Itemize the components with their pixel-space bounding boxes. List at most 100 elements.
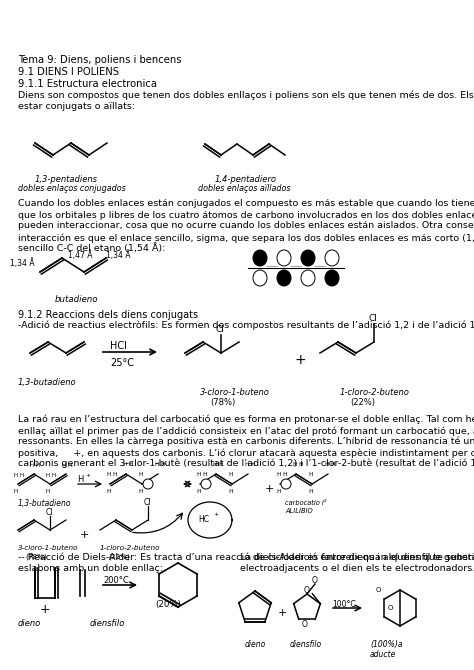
Text: H: H [20, 473, 24, 478]
Text: H: H [77, 475, 83, 484]
Text: 1,3-pentadiens: 1,3-pentadiens [35, 175, 98, 184]
Text: 1,3-butadieno: 1,3-butadieno [18, 378, 77, 387]
Text: +: + [40, 603, 51, 616]
Text: H: H [276, 472, 281, 477]
Text: H: H [160, 462, 164, 467]
Text: +: + [295, 353, 307, 367]
Text: H: H [46, 473, 50, 478]
Text: O: O [387, 605, 393, 611]
Ellipse shape [325, 250, 339, 266]
Text: sencillo C-C del etano (1,54 Å):: sencillo C-C del etano (1,54 Å): [18, 243, 165, 253]
Ellipse shape [277, 270, 291, 286]
Text: aducte: aducte [370, 650, 396, 659]
Text: pueden interaccionar, cosa que no ocurre cuando los dobles enlaces están aislado: pueden interaccionar, cosa que no ocurre… [18, 221, 474, 230]
Text: H: H [138, 489, 143, 494]
Ellipse shape [253, 270, 267, 286]
Text: La raó rau en l’estructura del carbocatió que es forma en protonar-se el doble e: La raó rau en l’estructura del carbocati… [18, 415, 474, 425]
Text: O: O [303, 586, 309, 595]
Ellipse shape [253, 250, 267, 266]
Text: (78%): (78%) [25, 553, 47, 559]
Text: +: + [85, 473, 90, 478]
Text: +: + [278, 608, 287, 618]
Circle shape [281, 479, 291, 489]
Text: H: H [154, 462, 158, 467]
Text: interacción es que el enlace sencillo, sigma, que separa los dos dobles enlaces : interacción es que el enlace sencillo, s… [18, 232, 474, 243]
Text: +: + [283, 480, 288, 485]
Text: diensfilo: diensfilo [90, 619, 126, 628]
Text: H: H [324, 462, 328, 467]
Text: +: + [80, 530, 90, 540]
Circle shape [201, 479, 211, 489]
Text: 100°C: 100°C [332, 600, 356, 609]
Text: +: + [203, 480, 208, 485]
Text: diensfilo: diensfilo [290, 640, 322, 649]
Text: HC: HC [198, 515, 209, 524]
Text: eslabons amb un doble enllaç:: eslabons amb un doble enllaç: [18, 564, 163, 573]
Text: Diens son compostos que tenen dos dobles enllaços i poliens son els que tenen mé: Diens son compostos que tenen dos dobles… [18, 91, 474, 100]
Text: H: H [196, 472, 201, 477]
Text: H: H [112, 472, 117, 477]
Text: O: O [302, 620, 308, 629]
Text: H: H [228, 472, 233, 477]
Text: H: H [122, 462, 127, 467]
Text: 25°C: 25°C [110, 358, 134, 368]
Text: 1,34 Å: 1,34 Å [10, 258, 35, 268]
Text: estar conjugats o aïllats:: estar conjugats o aïllats: [18, 102, 135, 111]
Ellipse shape [325, 270, 339, 286]
Ellipse shape [277, 250, 291, 266]
Text: La diels-Alder es favoreix quan el dienfíl te substituents: La diels-Alder es favoreix quan el dienf… [240, 553, 474, 562]
Text: 1,34 Å: 1,34 Å [106, 250, 130, 260]
Text: enllaç aïllat el primer pas de l’addició consisteix en l’atac del protó formant : enllaç aïllat el primer pas de l’addició… [18, 426, 474, 436]
Text: carbocatio I²: carbocatio I² [285, 500, 327, 506]
Text: H: H [250, 462, 255, 467]
Circle shape [143, 479, 153, 489]
Text: 1-cloro-2-buteno: 1-cloro-2-buteno [100, 545, 161, 551]
Text: dieno: dieno [18, 619, 41, 628]
Text: 1,47 Å: 1,47 Å [68, 250, 92, 260]
Text: H: H [14, 473, 18, 478]
Text: butadieno: butadieno [55, 295, 99, 304]
Text: H: H [30, 463, 34, 468]
Text: O: O [375, 587, 381, 593]
Text: H: H [36, 463, 40, 468]
Text: +: + [145, 480, 150, 485]
Text: H: H [292, 462, 297, 467]
Text: Cuando los dobles enlaces están conjugados el compuesto es más estable que cuand: Cuando los dobles enlaces están conjugad… [18, 199, 474, 208]
Text: (22%): (22%) [108, 553, 130, 559]
Text: dobles enlaços conjugados: dobles enlaços conjugados [18, 184, 126, 193]
Text: electroadjacents o el dien els te electrodonadors.: electroadjacents o el dien els te electr… [240, 564, 474, 573]
Text: positiva,     +, en aquests dos carbonis. L’ió clorur atacarà aquesta espècie in: positiva, +, en aquests dos carbonis. L’… [18, 448, 474, 458]
Text: 9.1.2 Reaccions dels diens conjugats: 9.1.2 Reaccions dels diens conjugats [18, 310, 198, 320]
Text: HCl: HCl [110, 341, 127, 351]
Text: H: H [218, 462, 222, 467]
Text: dobles enlaços aïllados: dobles enlaços aïllados [198, 184, 291, 193]
Text: 1,3-butadieno: 1,3-butadieno [18, 499, 72, 508]
Text: (100%)a: (100%)a [370, 640, 402, 649]
Text: Cl: Cl [46, 508, 54, 517]
Text: O: O [312, 576, 318, 585]
Text: H: H [330, 462, 335, 467]
Ellipse shape [301, 250, 315, 266]
Text: H: H [128, 462, 133, 467]
Text: H: H [228, 489, 233, 494]
Text: +: + [265, 484, 274, 494]
Text: H: H [68, 463, 72, 468]
Text: H: H [308, 489, 312, 494]
Text: 1-cloro-2-buteno: 1-cloro-2-buteno [340, 388, 410, 397]
Text: (22%): (22%) [350, 398, 375, 407]
Text: H: H [202, 472, 207, 477]
Text: que los orbitales p libres de los cuatro átomos de carbono involucrados en los d: que los orbitales p libres de los cuatro… [18, 210, 474, 220]
Text: dieno: dieno [245, 640, 266, 649]
Text: -Adició de reactius electròfils: Es formen dos compostos resultants de l’adisció: -Adició de reactius electròfils: Es form… [18, 321, 474, 330]
Text: H: H [46, 489, 50, 494]
Text: (20%): (20%) [155, 600, 181, 609]
Text: H: H [52, 473, 56, 478]
Text: Cl: Cl [144, 498, 152, 507]
Text: 9.1.1 Estructura electronica: 9.1.1 Estructura electronica [18, 79, 157, 89]
Text: 1,4-pentadiero: 1,4-pentadiero [215, 175, 277, 184]
Text: H: H [244, 462, 248, 467]
Text: 9.1 DIENS I POLIENS: 9.1 DIENS I POLIENS [18, 67, 119, 77]
Text: +: + [213, 512, 218, 517]
Ellipse shape [301, 270, 315, 286]
Text: H: H [212, 462, 217, 467]
